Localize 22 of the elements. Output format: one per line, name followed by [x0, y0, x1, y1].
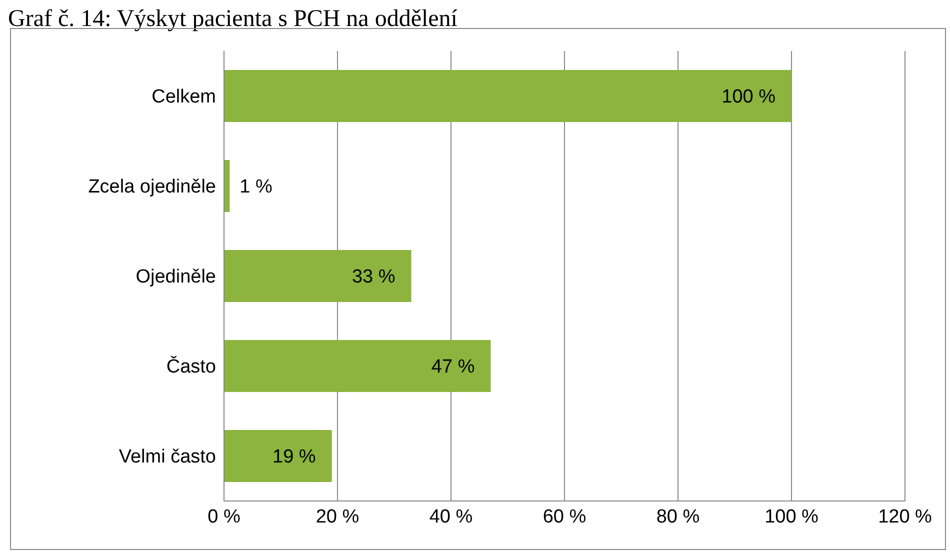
data-label: 33 %	[352, 266, 396, 288]
data-label: 1 %	[240, 176, 273, 198]
x-tick-label: 80 %	[656, 506, 700, 528]
data-label: 100 %	[722, 86, 776, 108]
x-tick-label: 40 %	[429, 506, 473, 528]
y-tick-label: Zcela ojediněle	[88, 176, 216, 198]
x-tick-label: 20 %	[316, 506, 360, 528]
y-tick-label: Často	[166, 356, 216, 378]
chart-title: Graf č. 14: Výskyt pacienta s PCH na oddělení	[8, 6, 458, 32]
y-tick-label: Celkem	[152, 86, 216, 108]
x-tick-label: 0 %	[208, 506, 240, 528]
bar	[224, 340, 491, 392]
data-label: 19 %	[272, 446, 316, 468]
bar	[224, 430, 332, 482]
y-tick-label: Velmi často	[118, 446, 216, 468]
bar	[224, 70, 792, 122]
bar	[224, 250, 412, 302]
x-tick-label: 60 %	[542, 506, 586, 528]
data-label: 47 %	[431, 356, 475, 378]
y-tick-label: Ojediněle	[136, 266, 216, 288]
x-tick-label: 100 %	[764, 506, 819, 528]
x-tick-label: 120 %	[878, 506, 932, 528]
